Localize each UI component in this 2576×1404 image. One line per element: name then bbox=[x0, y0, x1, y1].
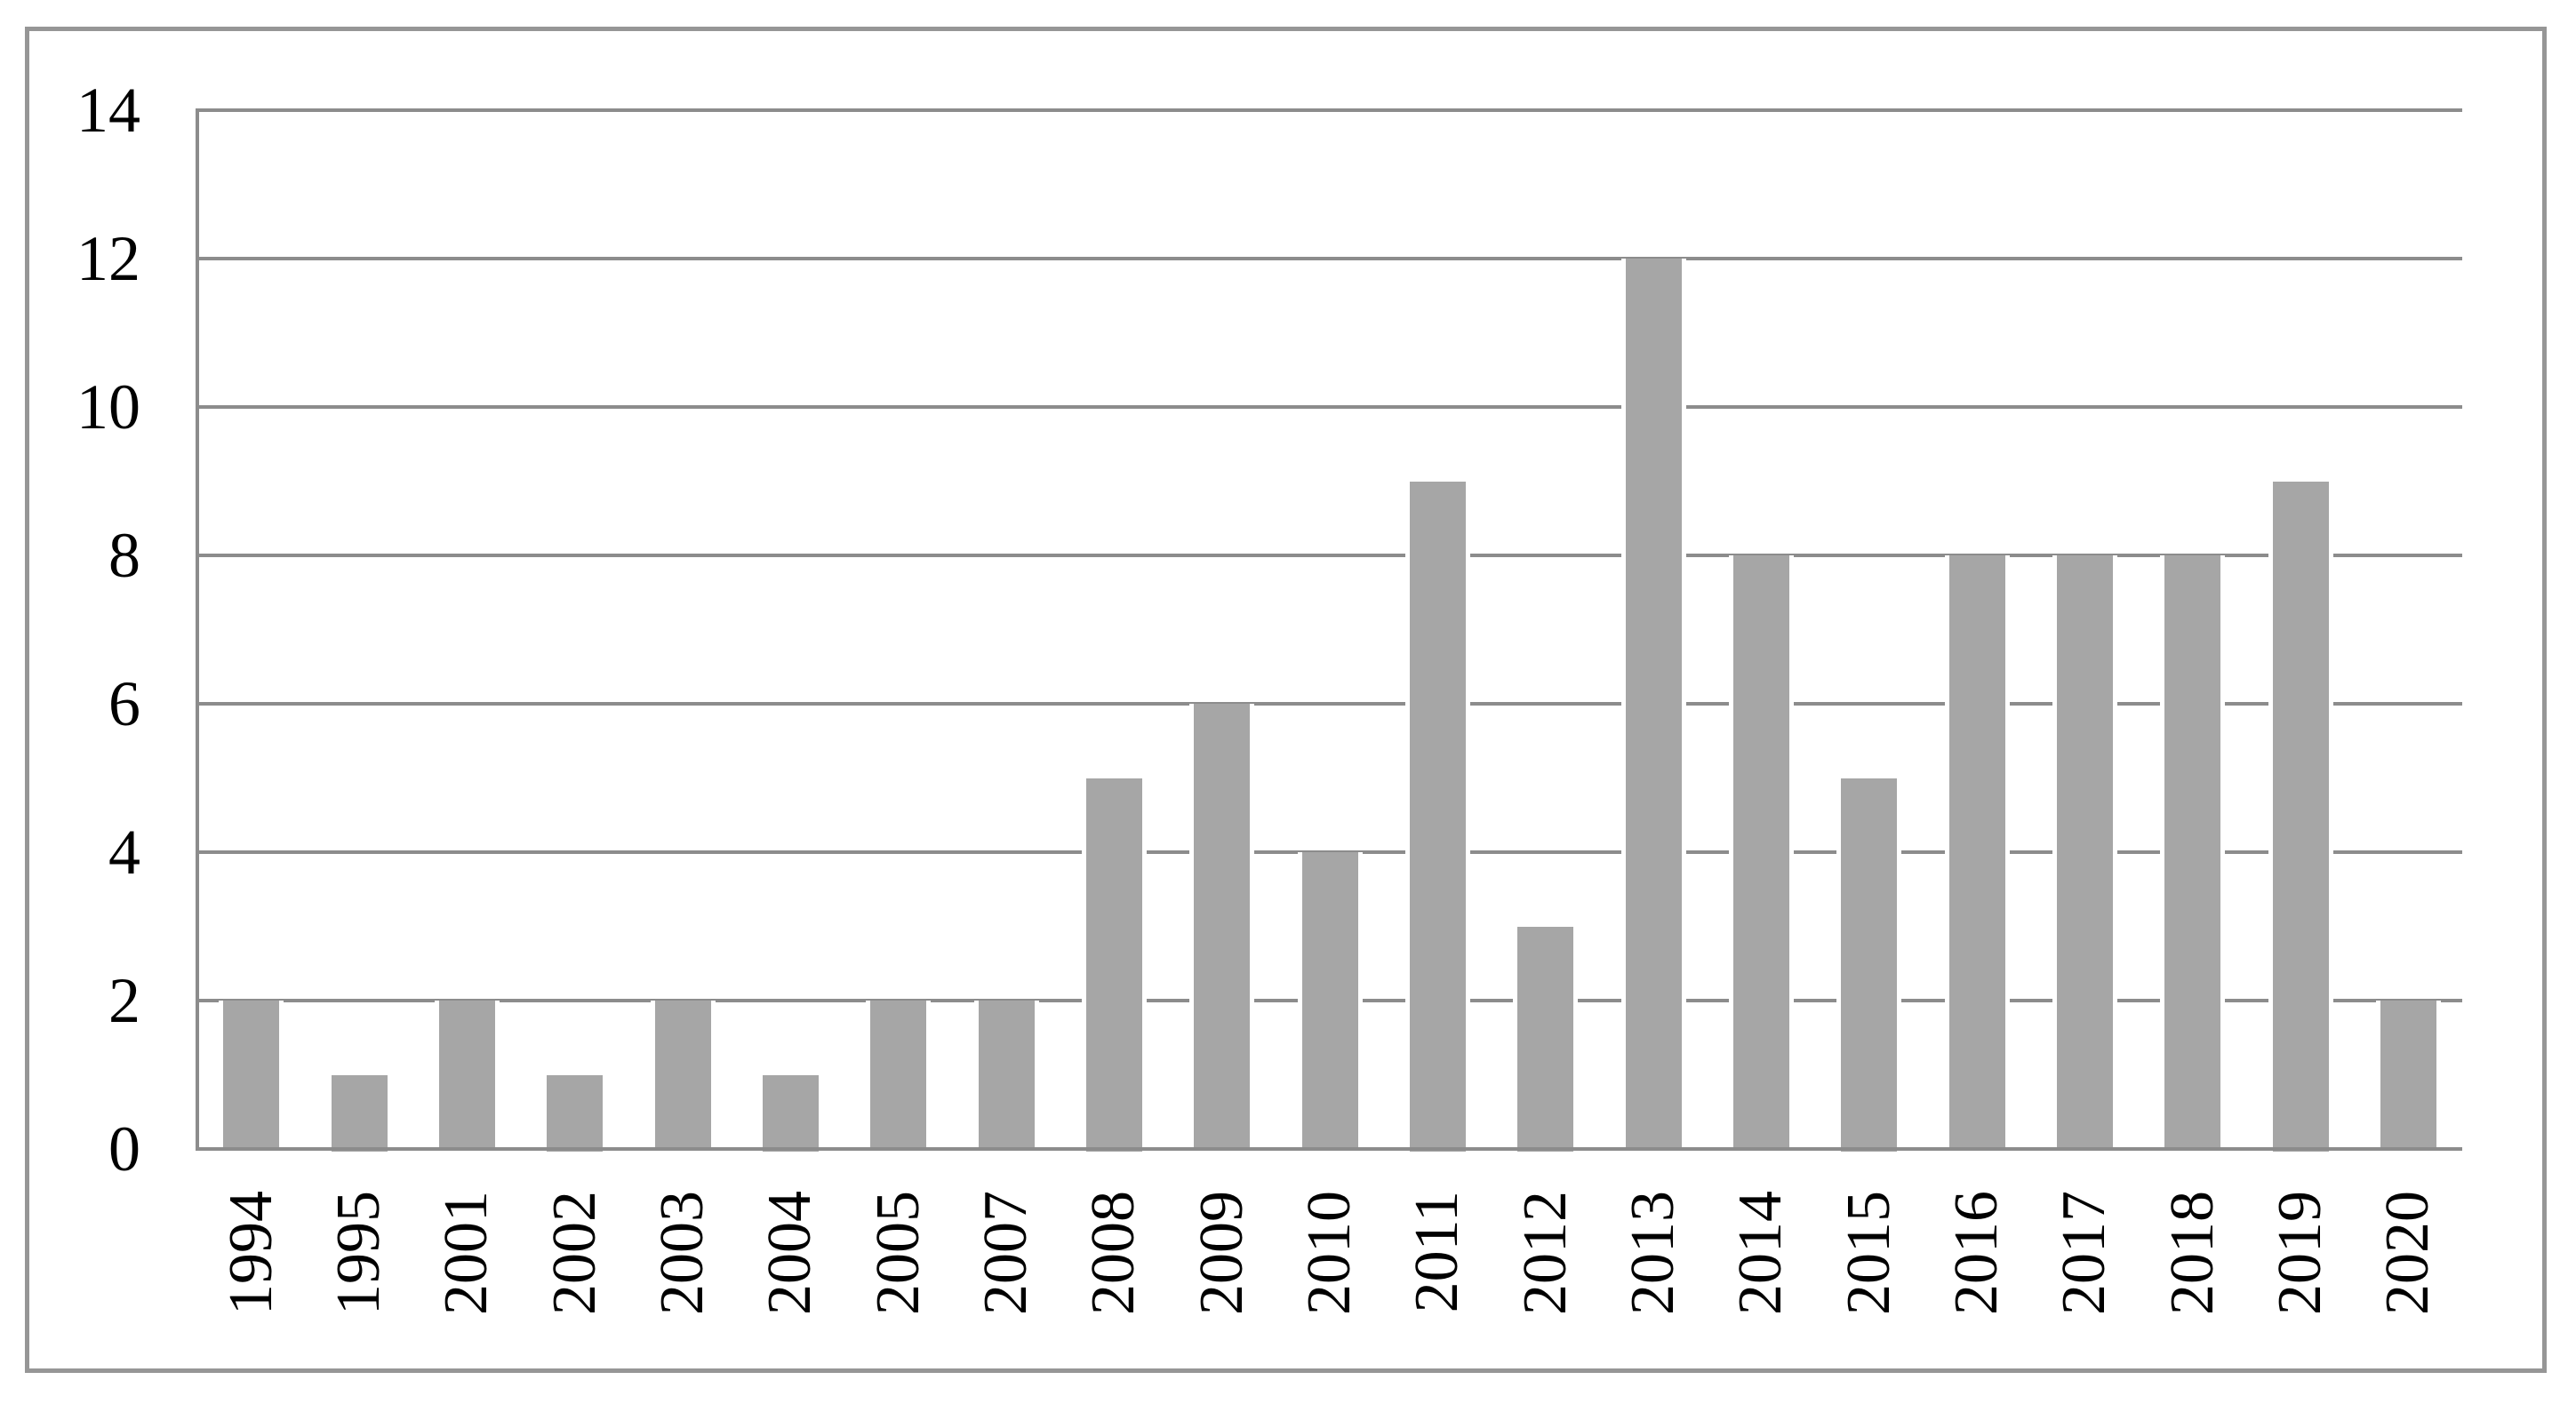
x-tick-label-2004: 2004 bbox=[756, 1191, 824, 1315]
x-tick-label-2017: 2017 bbox=[2050, 1191, 2118, 1315]
x-tick-label-2010: 2010 bbox=[1295, 1191, 1364, 1315]
x-tick-label-2012: 2012 bbox=[1511, 1191, 1580, 1315]
bar-1994 bbox=[219, 1001, 284, 1151]
gridline-y-8 bbox=[197, 554, 2462, 557]
bar-2001 bbox=[435, 1001, 500, 1151]
bar-2005 bbox=[866, 1001, 931, 1151]
bar-2013 bbox=[1621, 259, 1686, 1151]
y-tick-label-8: 8 bbox=[108, 520, 140, 591]
gridline-y-6 bbox=[197, 702, 2462, 706]
bar-2004 bbox=[758, 1075, 823, 1152]
gridline-y-14 bbox=[197, 108, 2462, 112]
x-tick-label-1995: 1995 bbox=[324, 1191, 393, 1315]
y-tick-label-14: 14 bbox=[76, 75, 140, 146]
bar-2002 bbox=[542, 1075, 607, 1152]
x-tick-label-2001: 2001 bbox=[432, 1191, 500, 1315]
x-tick-label-2020: 2020 bbox=[2373, 1191, 2442, 1315]
x-tick-label-2011: 2011 bbox=[1403, 1191, 1471, 1313]
bar-2008 bbox=[1082, 778, 1147, 1152]
bar-2019 bbox=[2268, 482, 2333, 1152]
y-tick-label-0: 0 bbox=[108, 1113, 140, 1185]
figure-border bbox=[25, 27, 2547, 1373]
bar-1995 bbox=[327, 1075, 392, 1152]
x-tick-label-2003: 2003 bbox=[648, 1191, 716, 1315]
bar-2009 bbox=[1189, 704, 1254, 1151]
x-tick-label-2008: 2008 bbox=[1079, 1191, 1148, 1315]
y-tick-label-10: 10 bbox=[76, 371, 140, 443]
x-tick-label-2002: 2002 bbox=[540, 1191, 609, 1315]
x-tick-label-2018: 2018 bbox=[2158, 1191, 2227, 1315]
y-tick-label-4: 4 bbox=[108, 817, 140, 888]
bar-2012 bbox=[1513, 927, 1578, 1152]
y-tick-label-6: 6 bbox=[108, 668, 140, 739]
x-axis-line bbox=[196, 1147, 2462, 1151]
bar-2017 bbox=[2052, 555, 2117, 1151]
bar-2007 bbox=[974, 1001, 1039, 1151]
x-tick-label-2007: 2007 bbox=[972, 1191, 1040, 1315]
bar-2010 bbox=[1298, 852, 1363, 1151]
x-tick-label-2016: 2016 bbox=[1942, 1191, 2011, 1315]
x-tick-label-2015: 2015 bbox=[1835, 1191, 1903, 1315]
bar-2003 bbox=[651, 1001, 716, 1151]
y-tick-label-2: 2 bbox=[108, 965, 140, 1036]
y-tick-label-12: 12 bbox=[76, 223, 140, 294]
bar-2011 bbox=[1405, 482, 1470, 1152]
x-tick-label-2009: 2009 bbox=[1188, 1191, 1256, 1315]
bar-2018 bbox=[2160, 555, 2225, 1151]
x-tick-label-2013: 2013 bbox=[1619, 1191, 1687, 1315]
bar-2020 bbox=[2376, 1001, 2441, 1151]
x-tick-label-2014: 2014 bbox=[1726, 1191, 1795, 1315]
bar-2016 bbox=[1945, 555, 2010, 1151]
bar-2015 bbox=[1836, 778, 1901, 1152]
x-tick-label-2005: 2005 bbox=[864, 1191, 932, 1315]
x-tick-label-1994: 1994 bbox=[217, 1191, 285, 1315]
gridline-y-10 bbox=[197, 405, 2462, 409]
x-tick-label-2019: 2019 bbox=[2266, 1191, 2334, 1315]
gridline-y-12 bbox=[197, 257, 2462, 260]
bar-2014 bbox=[1729, 555, 1794, 1151]
y-axis-line bbox=[196, 108, 199, 1151]
